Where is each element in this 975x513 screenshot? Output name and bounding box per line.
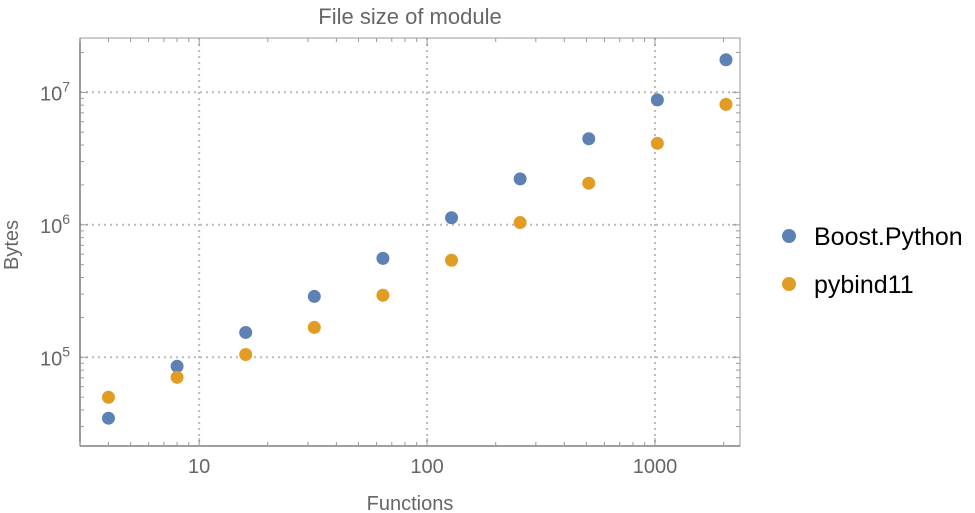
points	[101, 53, 733, 425]
point-boost-python	[445, 211, 459, 225]
x-tick-label: 1000	[633, 456, 678, 478]
point-boost-python	[719, 53, 733, 67]
point-boost-python	[170, 359, 184, 373]
point-pybind11	[719, 97, 733, 111]
plot-border	[79, 37, 741, 447]
plot-frame	[79, 37, 741, 447]
point-boost-python	[101, 411, 115, 425]
point-pybind11	[101, 390, 115, 404]
point-pybind11	[307, 320, 321, 334]
grid	[80, 38, 740, 446]
point-boost-python	[307, 289, 321, 303]
legend-marker	[782, 229, 796, 243]
point-pybind11	[650, 136, 664, 150]
legend-label: pybind11	[814, 271, 914, 299]
ticks: 10 100 1000 105 106 107	[40, 38, 740, 478]
point-boost-python	[650, 93, 664, 107]
x-tick-label: 100	[410, 456, 443, 478]
point-boost-python	[513, 172, 527, 186]
x-tick-label: 10	[188, 456, 210, 478]
legend-marker	[782, 277, 796, 291]
y-tick-label: 105	[40, 343, 70, 370]
point-boost-python	[582, 132, 596, 146]
y-tick-label: 106	[40, 211, 70, 238]
legend: Boost.Python pybind11	[782, 223, 963, 299]
x-axis-label: Functions	[367, 493, 454, 513]
y-axis-label: Bytes	[1, 220, 23, 270]
point-pybind11	[376, 288, 390, 302]
point-boost-python	[376, 251, 390, 265]
legend-label: Boost.Python	[814, 223, 963, 251]
chart-title: File size of module	[318, 4, 501, 29]
point-pybind11	[513, 216, 527, 230]
point-pybind11	[170, 370, 184, 384]
point-pybind11	[239, 347, 253, 361]
y-tick-label: 107	[40, 78, 70, 105]
point-pybind11	[582, 176, 596, 190]
point-pybind11	[445, 253, 459, 267]
point-boost-python	[239, 325, 253, 339]
